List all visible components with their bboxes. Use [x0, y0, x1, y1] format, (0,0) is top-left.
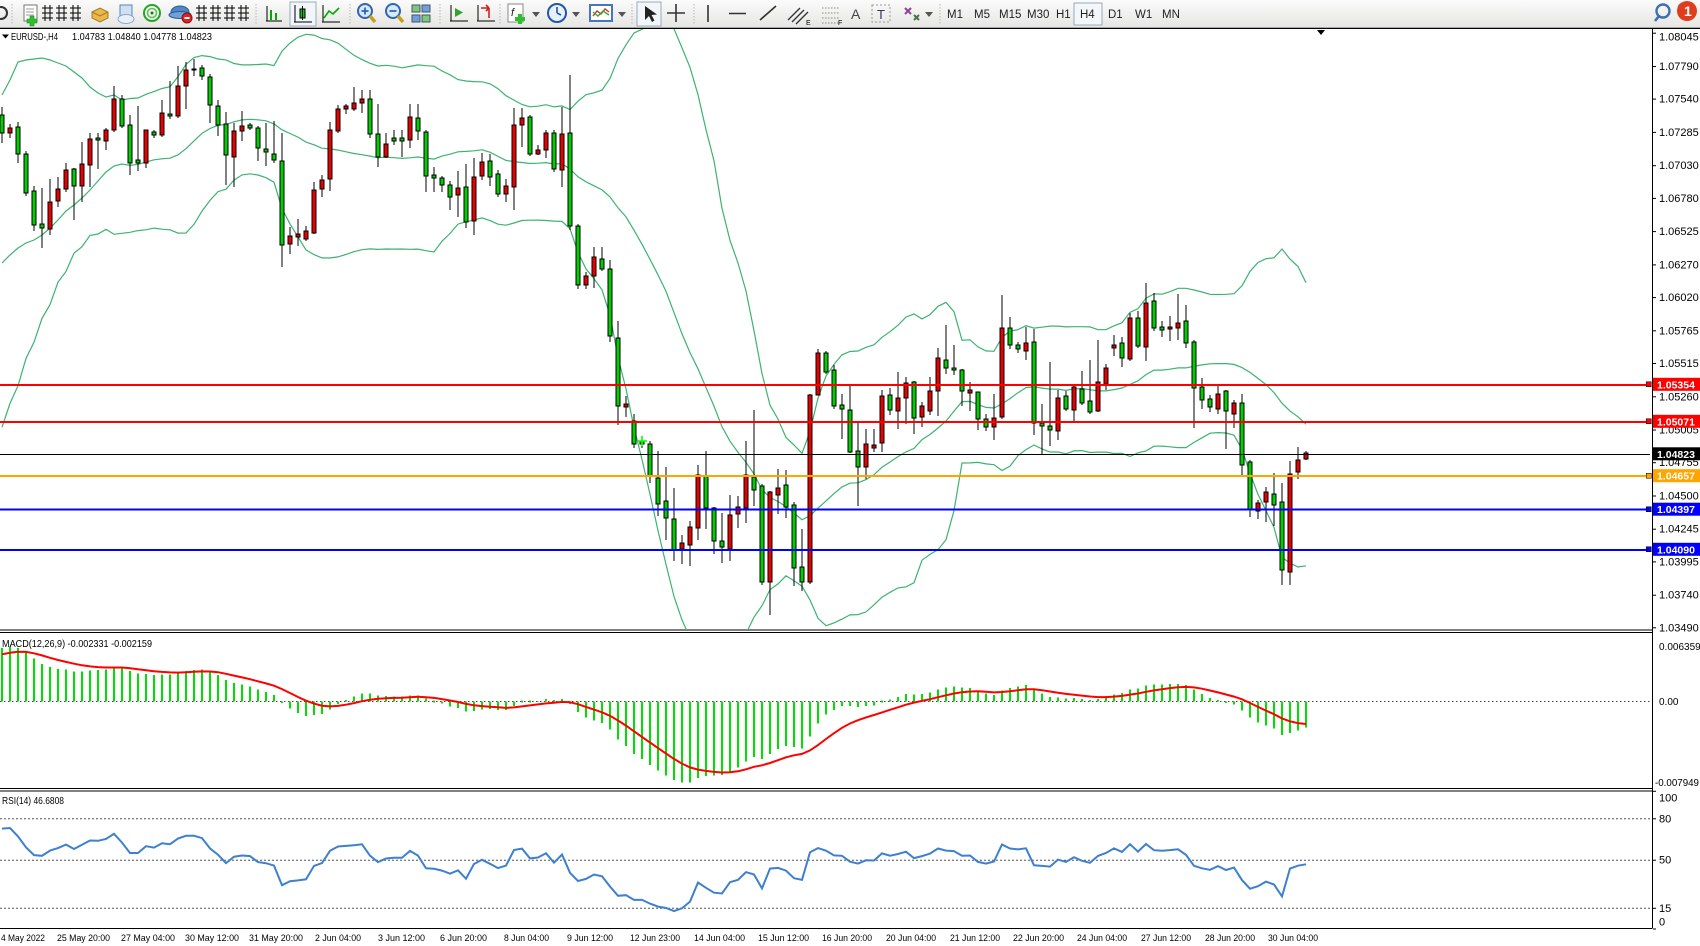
svg-text:1.04500: 1.04500 — [1659, 491, 1699, 503]
svg-text:6 Jun 20:00: 6 Jun 20:00 — [440, 933, 487, 944]
svg-text:14 Jun 04:00: 14 Jun 04:00 — [694, 933, 745, 944]
svg-text:50: 50 — [1659, 855, 1671, 867]
svg-text:1.06525: 1.06525 — [1659, 226, 1699, 238]
svg-text:1.04823: 1.04823 — [1657, 449, 1695, 461]
svg-text:25 May 20:00: 25 May 20:00 — [57, 933, 110, 944]
svg-text:2 Jun 04:00: 2 Jun 04:00 — [315, 933, 361, 944]
svg-text:1.03740: 1.03740 — [1659, 590, 1699, 602]
svg-text:E: E — [806, 20, 811, 27]
svg-text:1.05765: 1.05765 — [1659, 325, 1699, 337]
svg-text:16 Jun 20:00: 16 Jun 20:00 — [822, 933, 872, 944]
svg-text:1.07540: 1.07540 — [1659, 94, 1699, 106]
svg-text:8 Jun 04:00: 8 Jun 04:00 — [504, 933, 549, 944]
svg-text:F: F — [838, 20, 842, 27]
svg-text:22 Jun 20:00: 22 Jun 20:00 — [1013, 933, 1064, 944]
svg-text:31 May 20:00: 31 May 20:00 — [249, 933, 303, 944]
svg-text:-0.007949: -0.007949 — [1655, 778, 1699, 789]
svg-text:1.04397: 1.04397 — [1657, 504, 1695, 516]
svg-text:EURUSD-,H4: EURUSD-,H4 — [11, 31, 58, 43]
svg-text:1.04245: 1.04245 — [1659, 524, 1699, 536]
svg-text:27 Jun 12:00: 27 Jun 12:00 — [1141, 933, 1191, 944]
svg-text:1.05515: 1.05515 — [1659, 358, 1699, 370]
svg-text:MN: MN — [1162, 9, 1180, 21]
svg-text:30 Jun 04:00: 30 Jun 04:00 — [1268, 933, 1318, 944]
svg-text:1.04657: 1.04657 — [1657, 471, 1695, 483]
svg-text:1.05071: 1.05071 — [1657, 416, 1695, 428]
svg-text:24 Jun 04:00: 24 Jun 04:00 — [1077, 933, 1127, 944]
svg-text:3 Jun 12:00: 3 Jun 12:00 — [378, 933, 425, 944]
svg-text:21 Jun 12:00: 21 Jun 12:00 — [950, 933, 1000, 944]
svg-text:28 Jun 20:00: 28 Jun 20:00 — [1205, 933, 1255, 944]
svg-text:20 Jun 04:00: 20 Jun 04:00 — [886, 933, 936, 944]
svg-text:30 May 12:00: 30 May 12:00 — [185, 933, 239, 944]
svg-text:M15: M15 — [999, 9, 1021, 21]
svg-text:1.04090: 1.04090 — [1657, 544, 1695, 556]
svg-text:4 May 2022: 4 May 2022 — [1, 933, 45, 944]
svg-text:1.06270: 1.06270 — [1659, 259, 1699, 271]
svg-text:M5: M5 — [974, 9, 990, 21]
svg-text:15 Jun 12:00: 15 Jun 12:00 — [758, 933, 809, 944]
svg-text:1.05260: 1.05260 — [1659, 391, 1699, 403]
svg-text:1.05354: 1.05354 — [1657, 379, 1695, 391]
svg-text:M1: M1 — [947, 9, 963, 21]
svg-text:1.07285: 1.07285 — [1659, 127, 1699, 139]
svg-text:9 Jun 12:00: 9 Jun 12:00 — [567, 933, 613, 944]
svg-text:1.07790: 1.07790 — [1659, 61, 1699, 73]
svg-text:27 May 04:00: 27 May 04:00 — [121, 933, 175, 944]
svg-text:1.06780: 1.06780 — [1659, 193, 1699, 205]
svg-text:15: 15 — [1659, 903, 1671, 915]
svg-text:H4: H4 — [1080, 9, 1095, 21]
svg-text:0.006359: 0.006359 — [1659, 642, 1700, 653]
svg-text:1.07030: 1.07030 — [1659, 160, 1699, 172]
svg-text:100: 100 — [1659, 793, 1677, 805]
svg-text:W1: W1 — [1135, 9, 1152, 21]
svg-text:T: T — [877, 7, 885, 22]
svg-text:0: 0 — [1659, 917, 1665, 929]
svg-text:1.08045: 1.08045 — [1659, 32, 1699, 44]
svg-text:1.06020: 1.06020 — [1659, 292, 1699, 304]
svg-text:A: A — [851, 6, 861, 22]
svg-text:f: f — [511, 7, 515, 19]
svg-text:80: 80 — [1659, 813, 1671, 825]
svg-text:M30: M30 — [1027, 9, 1049, 21]
svg-text:D1: D1 — [1108, 9, 1123, 21]
svg-text:RSI(14) 46.6808: RSI(14) 46.6808 — [2, 795, 64, 807]
svg-text:MACD(12,26,9) -0.002331 -0.002: MACD(12,26,9) -0.002331 -0.002159 — [2, 638, 152, 650]
svg-text:0.00: 0.00 — [1659, 697, 1679, 708]
svg-text:1.03490: 1.03490 — [1659, 622, 1699, 634]
svg-text:H1: H1 — [1056, 9, 1071, 21]
svg-text:1.03995: 1.03995 — [1659, 556, 1699, 568]
svg-text:1: 1 — [1684, 3, 1692, 19]
svg-text:1.04783 1.04840 1.04778 1.0482: 1.04783 1.04840 1.04778 1.04823 — [72, 31, 212, 43]
svg-text:12 Jun 23:00: 12 Jun 23:00 — [630, 933, 680, 944]
